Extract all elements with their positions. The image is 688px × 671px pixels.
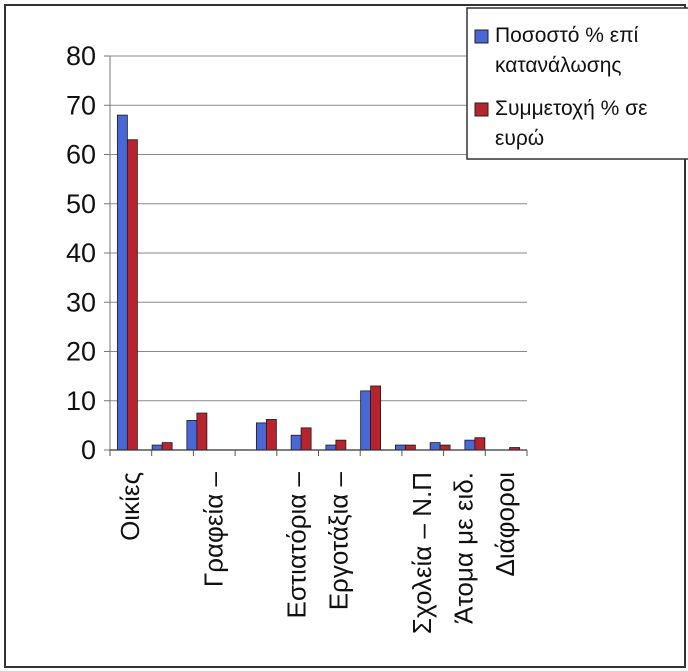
legend: Ποσοστό % επί κατανάλωσης Συμμετοχή % σε…: [466, 7, 688, 160]
y-tick-label: 40: [66, 238, 96, 268]
x-category-label: Γραφεία –: [198, 471, 228, 587]
bar-series-1: [360, 390, 372, 451]
legend-label-series-1-line1: Ποσοστό % επί: [495, 24, 639, 47]
y-tick-label: 0: [81, 435, 96, 465]
x-category-label: Σχολεία – Ν.Π: [407, 472, 437, 634]
x-axis: [109, 449, 528, 456]
bar-series-1: [429, 442, 441, 451]
x-category-label: Εργοτάξια –: [323, 471, 353, 610]
y-tick-label: 20: [66, 337, 96, 367]
y-tick-label: 70: [66, 90, 96, 120]
bar-series-1: [186, 420, 198, 451]
bar-series-2: [161, 442, 173, 451]
bar-series-1: [325, 444, 337, 451]
bar-series-1: [255, 422, 267, 451]
bar-series-1: [394, 444, 406, 451]
legend-label-series-2-line1: Συμμετοχή % σε: [495, 97, 648, 120]
bar-series-2: [126, 139, 138, 451]
x-category-label: Διάφοροι: [490, 472, 520, 577]
gridlines: [110, 55, 527, 402]
y-tick-label: 30: [66, 287, 96, 317]
bar-series-2: [335, 439, 347, 451]
legend-label-series-2-line2: ευρώ: [495, 127, 544, 150]
legend-swatch-series-2: [474, 102, 489, 117]
bar-series-1: [151, 444, 163, 451]
bar-series-2: [196, 412, 208, 451]
bar-series-2: [300, 427, 312, 451]
bar-series-2: [404, 444, 416, 451]
bar-series-2: [265, 419, 277, 451]
x-axis-labels: Οικίες Γραφεία – Εστιατόρια – Εργοτάξια – Σχ…: [115, 471, 520, 634]
x-category-label: Εστιατόρια –: [282, 471, 312, 618]
bar-series-1: [290, 434, 302, 451]
bar-series-2: [439, 444, 451, 451]
legend-box: [466, 7, 688, 160]
x-category-label: Άτομα με ειδ.: [448, 472, 478, 624]
x-category-label: Οικίες: [115, 472, 145, 541]
y-tick-label: 10: [66, 386, 96, 416]
bar-series-2: [474, 437, 486, 451]
bars: [116, 114, 521, 451]
y-tick-label: 60: [66, 140, 96, 170]
bar-series-2: [370, 385, 382, 451]
legend-label-series-1-line2: κατανάλωσης: [495, 54, 622, 77]
bar-series-1: [116, 114, 128, 451]
y-tick-label: 80: [66, 41, 96, 71]
legend-swatch-series-1: [474, 29, 489, 44]
y-tick-label: 50: [66, 189, 96, 219]
y-axis-ticks: 0 10 20 30 40 50 60 70 80: [66, 41, 111, 465]
bar-series-1: [464, 439, 476, 451]
